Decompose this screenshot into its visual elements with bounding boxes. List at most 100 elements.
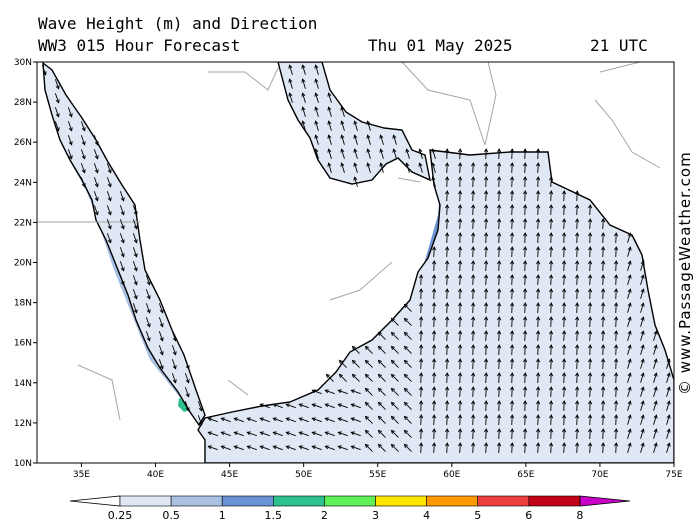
wave-arrow bbox=[497, 148, 502, 160]
wave-arrow bbox=[158, 345, 164, 356]
wave-arrow bbox=[471, 358, 476, 370]
wave-arrow bbox=[523, 400, 528, 412]
wave-arrow bbox=[575, 274, 580, 286]
wave-arrow bbox=[497, 414, 502, 426]
wave-arrow bbox=[471, 330, 476, 342]
wave-arrow bbox=[588, 442, 593, 454]
wave-arrow bbox=[484, 358, 489, 370]
colorbar-segment bbox=[119, 495, 172, 507]
wave-arrow bbox=[614, 344, 619, 356]
wave-arrow bbox=[562, 414, 567, 426]
wave-arrow bbox=[145, 331, 151, 342]
wave-arrow bbox=[510, 442, 515, 454]
wave-arrow bbox=[431, 176, 436, 187]
wave-arrow bbox=[432, 260, 437, 272]
wave-arrow bbox=[471, 400, 476, 412]
wave-arrow bbox=[471, 274, 476, 286]
wave-arrow bbox=[390, 373, 399, 382]
wave-arrow bbox=[653, 330, 658, 341]
wave-arrow bbox=[523, 190, 528, 202]
wave-arrow bbox=[510, 428, 515, 440]
wave-arrow bbox=[601, 372, 606, 384]
wave-arrow bbox=[364, 373, 373, 382]
wave-arrow bbox=[523, 414, 528, 426]
wave-arrow bbox=[640, 274, 645, 285]
wave-arrow bbox=[484, 372, 489, 384]
wave-arrow bbox=[666, 442, 671, 453]
lon-tick-label: 70E bbox=[591, 470, 608, 480]
wave-arrow bbox=[627, 358, 632, 369]
wave-arrow bbox=[536, 302, 541, 314]
wave-arrow bbox=[497, 386, 502, 398]
wave-arrow bbox=[562, 260, 567, 272]
wave-arrow bbox=[431, 162, 436, 173]
wave-arrow bbox=[432, 302, 437, 314]
wave-arrow bbox=[353, 176, 358, 187]
wave-arrow bbox=[351, 373, 360, 382]
wave-arrow bbox=[523, 316, 528, 328]
wave-arrow bbox=[588, 274, 593, 286]
wave-arrow bbox=[549, 386, 554, 398]
wave-arrow bbox=[80, 135, 86, 146]
wave-arrow bbox=[458, 218, 463, 230]
wave-arrow bbox=[523, 232, 528, 244]
wave-arrow bbox=[364, 387, 373, 396]
wave-arrow bbox=[536, 288, 541, 300]
wave-arrow bbox=[510, 148, 515, 160]
wave-arrow bbox=[653, 428, 658, 439]
wave-arrow bbox=[377, 345, 386, 354]
wave-arrow bbox=[510, 358, 515, 370]
wave-arrow bbox=[220, 417, 231, 423]
wave-arrow bbox=[510, 302, 515, 314]
wave-arrow bbox=[366, 134, 371, 145]
wave-arrow bbox=[119, 247, 125, 258]
wave-arrow bbox=[575, 218, 580, 230]
forecast-time: 21 UTC bbox=[590, 36, 648, 55]
wave-arrow bbox=[171, 373, 177, 384]
wave-arrow bbox=[614, 400, 619, 412]
wave-arrow bbox=[614, 442, 619, 454]
wave-arrow bbox=[588, 302, 593, 314]
wave-arrow bbox=[390, 401, 399, 410]
wave-arrow bbox=[523, 386, 528, 398]
wave-arrow bbox=[132, 205, 138, 216]
wave-arrow bbox=[523, 274, 528, 286]
wave-arrow bbox=[458, 260, 463, 272]
colorbar-segment bbox=[477, 495, 530, 507]
wave-arrow bbox=[288, 64, 293, 75]
wave-arrow bbox=[497, 162, 502, 174]
wave-arrow bbox=[403, 415, 412, 424]
wave-arrow bbox=[484, 414, 489, 426]
wave-arrow bbox=[432, 316, 437, 328]
wave-arrow bbox=[640, 260, 645, 271]
wave-arrow bbox=[588, 358, 593, 370]
wave-arrow bbox=[145, 317, 151, 328]
wave-arrow bbox=[523, 162, 528, 174]
wave-arrow bbox=[445, 162, 450, 174]
wave-arrow bbox=[562, 190, 567, 202]
wave-arrow bbox=[640, 428, 645, 439]
wave-arrow bbox=[80, 163, 86, 174]
wave-height-colorbar: 0.25 0.5 1 1.5 2 3 4 5 6 8 bbox=[69, 495, 631, 522]
wave-arrow bbox=[523, 148, 528, 160]
wave-arrow bbox=[588, 400, 593, 412]
wave-arrow bbox=[340, 162, 345, 173]
wave-arrow bbox=[353, 148, 358, 159]
wave-arrow bbox=[510, 204, 515, 216]
wave-arrow bbox=[93, 205, 99, 216]
wave-arrow bbox=[562, 274, 567, 286]
wave-arrow bbox=[298, 403, 309, 409]
wave-arrow bbox=[390, 387, 399, 396]
wave-arrow bbox=[184, 373, 190, 384]
wave-arrow bbox=[119, 233, 125, 244]
wave-arrow bbox=[484, 218, 489, 230]
wave-arrow bbox=[445, 372, 450, 384]
wave-arrow bbox=[390, 415, 399, 424]
wave-arrow bbox=[627, 330, 632, 341]
lon-tick-label: 60E bbox=[443, 470, 460, 480]
wave-arrow bbox=[575, 386, 580, 398]
wave-arrow bbox=[484, 288, 489, 300]
wave-arrow bbox=[390, 345, 399, 354]
lat-tick-label: 22N bbox=[14, 218, 32, 228]
wave-arrow bbox=[145, 289, 151, 300]
